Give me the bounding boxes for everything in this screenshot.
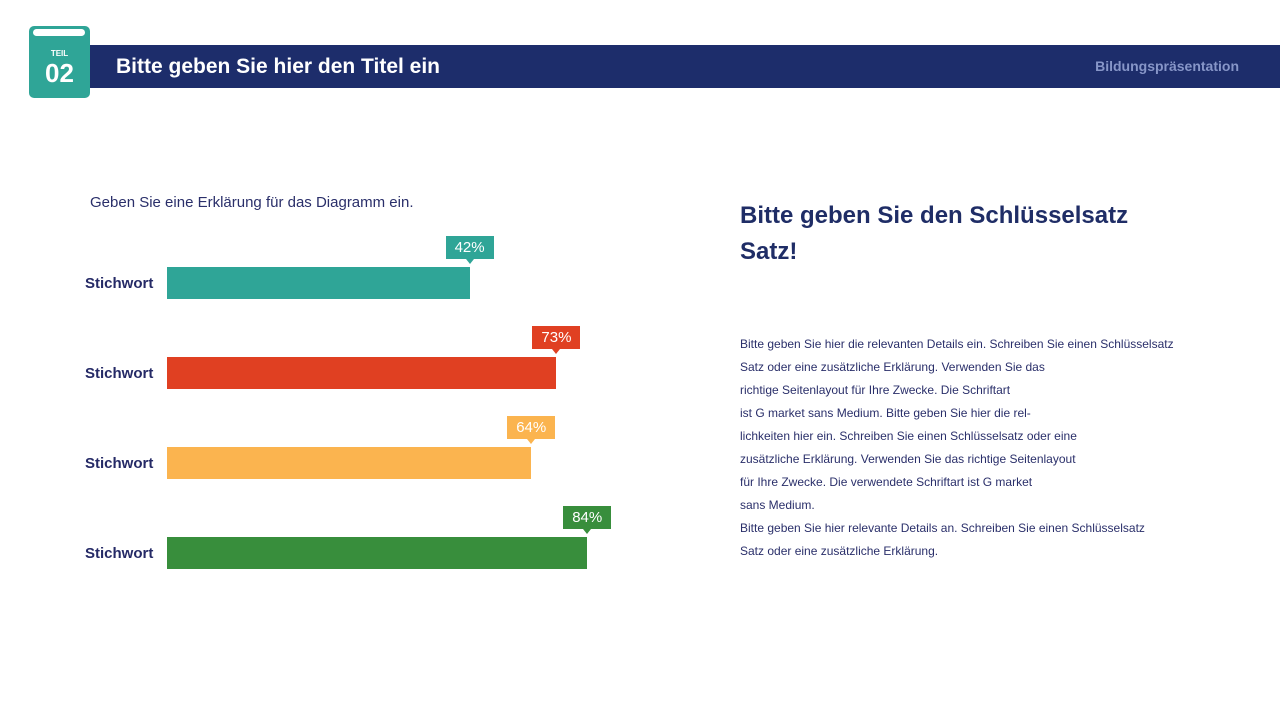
- body-line: für Ihre Zwecke. Die verwendete Schrifta…: [740, 475, 1033, 489]
- body-line: richtige Seitenlayout für Ihre Zwecke. D…: [740, 383, 1011, 397]
- header-bar: [88, 45, 1280, 88]
- bar: [167, 357, 557, 389]
- data-label: 73%: [532, 326, 581, 354]
- key-sentence: Bitte geben Sie den Schlüsselsatz Satz!: [740, 202, 1129, 265]
- bar: [167, 267, 470, 299]
- body-line: sans Medium.: [740, 498, 815, 512]
- part-label: TEIL: [50, 49, 69, 58]
- body-line: zusätzliche Erklärung. Verwenden Sie das…: [740, 452, 1076, 466]
- bar: [167, 447, 532, 479]
- category-label: Stichwort: [85, 275, 154, 292]
- category-label: Stichwort: [85, 365, 154, 382]
- body-text: Bitte geben Sie hier die relevanten Deta…: [740, 333, 1210, 563]
- body-line: ist G market sans Medium. Bitte geben Si…: [740, 406, 1031, 420]
- part-number: 02: [45, 58, 74, 88]
- book-icon: [29, 26, 90, 98]
- presentation-subtitle: Bildungspräsentation: [1095, 58, 1239, 74]
- book-pages: [33, 29, 85, 36]
- bar: [167, 537, 588, 569]
- body-line: Satz oder eine zusätzliche Erklärung.: [740, 544, 939, 558]
- category-label: Stichwort: [85, 545, 154, 562]
- body-line: Bitte geben Sie hier relevante Details a…: [740, 521, 1145, 535]
- chart-caption: Geben Sie eine Erklärung für das Diagram…: [90, 194, 414, 211]
- body-line: Bitte geben Sie hier die relevanten Deta…: [740, 337, 1174, 351]
- body-line: Satz oder eine zusätzliche Erklärung. Ve…: [740, 360, 1045, 374]
- category-label: Stichwort: [85, 455, 154, 472]
- page-title: Bitte geben Sie hier den Titel ein: [116, 55, 441, 78]
- data-label: 42%: [445, 236, 494, 264]
- data-label: 64%: [507, 416, 556, 444]
- data-label: 84%: [563, 506, 612, 534]
- body-line: lichkeiten hier ein. Schreiben Sie einen…: [740, 429, 1077, 443]
